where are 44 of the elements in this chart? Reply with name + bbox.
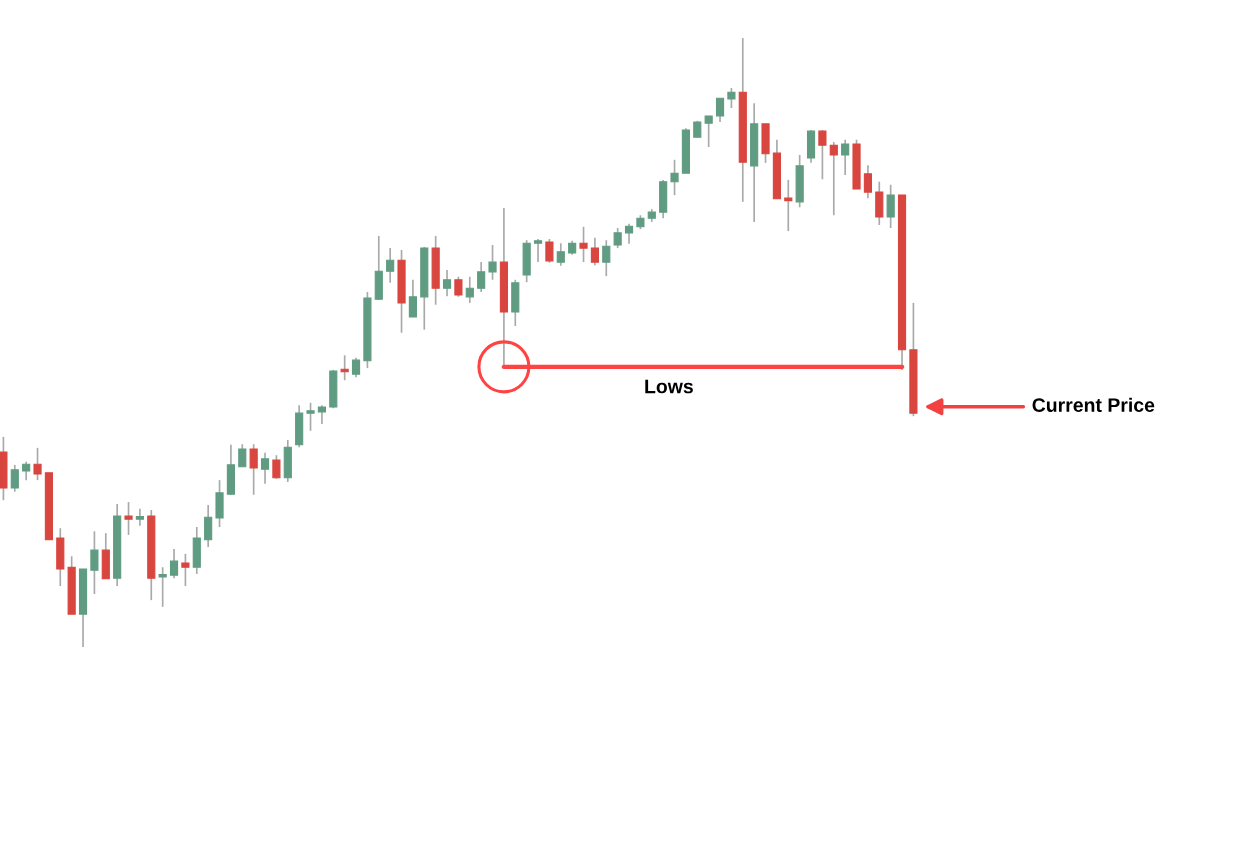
candlestick xyxy=(181,552,190,587)
candlestick xyxy=(886,183,895,229)
candlestick xyxy=(715,97,725,123)
candlestick xyxy=(590,236,599,266)
candlestick xyxy=(90,530,99,595)
candlestick xyxy=(579,225,588,263)
candlestick xyxy=(829,141,838,217)
candlestick xyxy=(545,238,554,264)
candlestick xyxy=(818,129,827,181)
candlestick xyxy=(260,451,270,485)
candlestick xyxy=(613,227,622,249)
candlestick xyxy=(841,138,850,176)
text: Current Price xyxy=(1032,397,1155,412)
candlestick xyxy=(727,87,736,109)
candlestick xyxy=(317,404,326,425)
candlestick xyxy=(863,164,872,200)
candlestick xyxy=(704,115,713,148)
candlestick xyxy=(10,464,19,493)
candlestick xyxy=(477,261,486,293)
candlestick xyxy=(22,461,31,481)
candlestick xyxy=(351,356,361,379)
candlestick xyxy=(556,242,565,267)
candlestick xyxy=(306,401,315,432)
candlestick xyxy=(272,454,281,480)
candlestick xyxy=(204,504,213,548)
ref-line-label: Lows xyxy=(645,379,693,394)
candlestick xyxy=(624,222,634,245)
candlestick xyxy=(465,275,474,304)
candlestick xyxy=(158,566,167,608)
candlestick xyxy=(124,501,133,536)
candlestick xyxy=(135,507,144,527)
candlestick xyxy=(386,247,395,284)
candlestick xyxy=(533,238,543,263)
candlestick xyxy=(169,548,179,580)
candlestick xyxy=(454,275,463,298)
candlestick xyxy=(488,244,497,281)
candlestick xyxy=(442,269,452,298)
candlestick xyxy=(249,443,258,496)
candlestick xyxy=(238,443,247,468)
candlestick xyxy=(670,158,679,196)
candlestick xyxy=(602,239,611,277)
candlestick xyxy=(340,354,349,382)
candlestick xyxy=(33,447,42,481)
candlestick xyxy=(408,278,417,318)
